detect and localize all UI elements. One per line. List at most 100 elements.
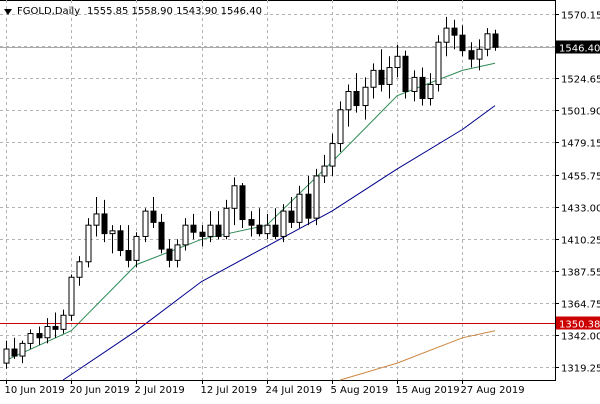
candle-body-bearish — [288, 210, 295, 223]
candle-body-bullish — [370, 69, 377, 88]
candle[interactable] — [3, 340, 10, 369]
candle[interactable] — [378, 49, 385, 92]
candle-body-bullish — [296, 193, 303, 223]
candle[interactable] — [27, 329, 34, 350]
candle[interactable] — [476, 39, 483, 71]
candle[interactable] — [280, 204, 287, 243]
y-tick-label: 1524.65 — [561, 75, 600, 86]
candle[interactable] — [451, 19, 458, 50]
candle[interactable] — [313, 168, 320, 226]
candle[interactable] — [386, 56, 393, 99]
candle-body-bearish — [36, 333, 43, 339]
candle[interactable] — [321, 154, 328, 183]
candle-body-bearish — [248, 219, 255, 226]
candle[interactable] — [44, 318, 51, 344]
candle[interactable] — [443, 16, 450, 57]
y-tick-label: 1387.55 — [561, 268, 600, 279]
candle-body-bearish — [190, 224, 197, 233]
candle[interactable] — [190, 213, 197, 240]
candle[interactable] — [288, 197, 295, 228]
candle[interactable] — [76, 256, 83, 286]
time-axis[interactable]: 10 Jun 2019 20 Jun 2019 2 Jul 2019 12 Jul 2… — [5, 380, 525, 396]
candle[interactable] — [329, 133, 336, 176]
candle[interactable] — [468, 42, 475, 68]
candle[interactable] — [125, 225, 132, 268]
candle-body-bearish — [353, 90, 360, 107]
candle[interactable] — [109, 225, 116, 254]
candle-body-bearish — [256, 224, 263, 235]
candle[interactable] — [19, 340, 26, 364]
candle[interactable] — [215, 211, 222, 240]
candle-body-bullish — [60, 314, 67, 330]
candle-body-bearish — [199, 231, 206, 237]
candle[interactable] — [36, 326, 43, 345]
candles[interactable] — [3, 16, 499, 369]
candle-body-bullish — [223, 207, 230, 237]
candle[interactable] — [199, 225, 206, 247]
candle[interactable] — [394, 45, 401, 78]
moving-average-mid — [62, 105, 496, 381]
candle-body-bearish — [52, 326, 59, 330]
candle[interactable] — [223, 199, 230, 240]
candle[interactable] — [182, 218, 189, 251]
candle-body-bullish — [76, 261, 83, 278]
candle[interactable] — [402, 50, 409, 99]
candle-body-bearish — [215, 224, 222, 237]
candle[interactable] — [166, 239, 173, 268]
candle[interactable] — [272, 208, 279, 240]
candle[interactable] — [256, 208, 263, 237]
candle[interactable] — [370, 63, 377, 99]
y-tick-label: 1364.75 — [561, 300, 600, 311]
candle[interactable] — [133, 232, 140, 268]
candle[interactable] — [345, 84, 352, 127]
candle[interactable] — [101, 199, 108, 243]
candle-body-bullish — [44, 326, 51, 339]
candle-body-bearish — [419, 76, 426, 100]
current-price-label-bg — [556, 40, 600, 54]
candle[interactable] — [459, 25, 466, 57]
candle[interactable] — [68, 274, 75, 321]
candle[interactable] — [60, 309, 67, 334]
candle[interactable] — [248, 211, 255, 237]
candle[interactable] — [239, 182, 246, 228]
y-tick-label: 1570.15 — [561, 11, 600, 22]
candle[interactable] — [362, 77, 369, 120]
candle[interactable] — [296, 185, 303, 228]
candle[interactable] — [337, 101, 344, 152]
candle[interactable] — [11, 337, 18, 359]
candle[interactable] — [231, 177, 238, 226]
candle[interactable] — [85, 218, 92, 268]
candle-body-bullish — [264, 224, 271, 235]
candle-body-bearish — [150, 210, 157, 223]
candle[interactable] — [207, 211, 214, 243]
price-axis[interactable]: 1570.151547.351524.651501.901479.151455.… — [555, 11, 600, 375]
candle-body-bullish — [231, 185, 238, 209]
candle[interactable] — [142, 208, 149, 243]
candle[interactable] — [484, 28, 491, 57]
x-tick-label: 24 Jul 2019 — [266, 385, 323, 396]
candle[interactable] — [52, 312, 59, 338]
candle[interactable] — [427, 73, 434, 106]
candle[interactable] — [435, 35, 442, 92]
candle-body-bullish — [476, 48, 483, 60]
candle[interactable] — [93, 197, 100, 237]
candle[interactable] — [264, 213, 271, 240]
candle[interactable] — [174, 239, 181, 268]
moving-average-slow — [340, 330, 496, 381]
candle[interactable] — [353, 73, 360, 113]
candle[interactable] — [117, 225, 124, 257]
candle[interactable] — [150, 197, 157, 228]
candle[interactable] — [158, 213, 165, 254]
candle[interactable] — [492, 29, 499, 51]
candle[interactable] — [305, 175, 312, 226]
candle-body-bearish — [101, 213, 108, 235]
candle[interactable] — [419, 67, 426, 106]
candle[interactable] — [411, 70, 418, 102]
level-price-label: 1350.38 — [559, 320, 600, 331]
candle-body-bullish — [85, 224, 92, 263]
current-price-label: 1546.40 — [559, 44, 600, 55]
triangle-down-icon[interactable] — [4, 9, 12, 15]
candle-body-bullish — [394, 55, 401, 69]
